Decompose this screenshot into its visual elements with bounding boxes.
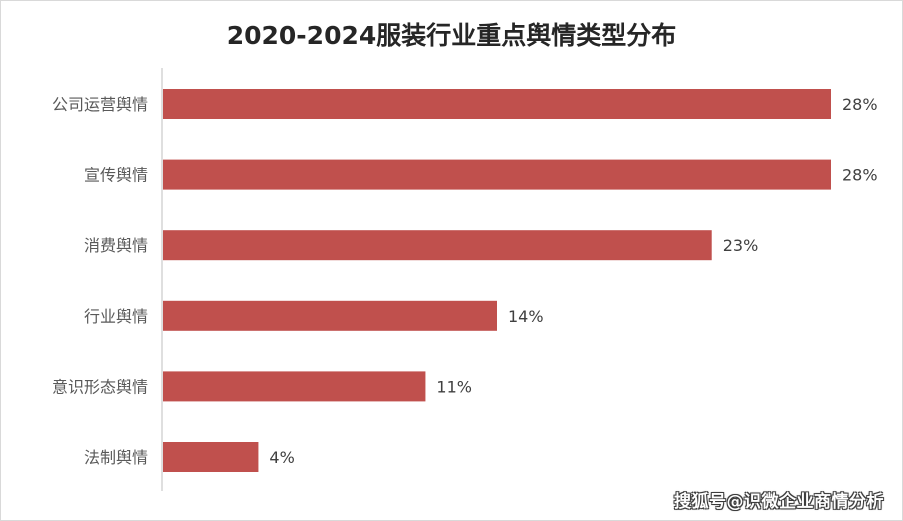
data-label: 28% [842, 95, 878, 114]
bar [163, 159, 831, 190]
data-label: 4% [269, 448, 294, 467]
bar [163, 89, 831, 119]
data-label: 23% [723, 236, 759, 255]
category-label: 行业舆情 [84, 307, 148, 326]
chart-title: 2020-2024服装行业重点舆情类型分布 [226, 21, 677, 50]
bar [163, 230, 712, 261]
bar [163, 371, 426, 402]
bar [163, 442, 259, 472]
category-label: 消费舆情 [84, 236, 148, 255]
category-label: 公司运营舆情 [52, 95, 148, 114]
data-label: 14% [508, 307, 544, 326]
category-label: 意识形态舆情 [52, 377, 148, 396]
bar [163, 300, 497, 331]
category-label: 宣传舆情 [84, 166, 148, 185]
category-label: 法制舆情 [84, 448, 148, 467]
data-label: 11% [436, 377, 472, 396]
data-label: 28% [842, 166, 878, 185]
watermark: 搜狐号@识微企业商情分析 [674, 492, 884, 512]
